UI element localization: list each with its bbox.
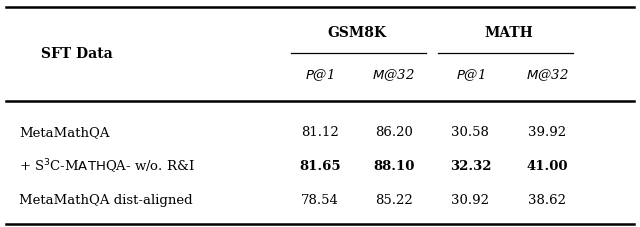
Text: 78.54: 78.54 <box>301 194 339 207</box>
Text: 39.92: 39.92 <box>528 126 566 139</box>
Text: $M$@32: $M$@32 <box>526 67 568 83</box>
Text: 88.10: 88.10 <box>373 160 414 173</box>
Text: $P$@1: $P$@1 <box>305 67 335 83</box>
Text: 81.65: 81.65 <box>299 160 341 173</box>
Text: $M$@32: $M$@32 <box>372 67 415 83</box>
Text: 86.20: 86.20 <box>374 126 413 139</box>
Text: 38.62: 38.62 <box>528 194 566 207</box>
Text: 81.12: 81.12 <box>301 126 339 139</box>
Text: + S$^3$C-M$\mathsf{ATH}$QA- w/o. R&I: + S$^3$C-M$\mathsf{ATH}$QA- w/o. R&I <box>19 158 195 176</box>
Text: 85.22: 85.22 <box>375 194 412 207</box>
Text: $P$@1: $P$@1 <box>456 67 485 83</box>
Text: 30.58: 30.58 <box>451 126 490 139</box>
Text: 41.00: 41.00 <box>527 160 568 173</box>
Text: MetaMathQA dist-aligned: MetaMathQA dist-aligned <box>19 194 193 207</box>
Text: MetaMathQA: MetaMathQA <box>19 126 109 139</box>
Text: GSM8K: GSM8K <box>328 26 387 40</box>
Text: 32.32: 32.32 <box>450 160 491 173</box>
Text: MATH: MATH <box>484 26 533 40</box>
Text: SFT Data: SFT Data <box>41 47 113 61</box>
Text: 30.92: 30.92 <box>451 194 490 207</box>
